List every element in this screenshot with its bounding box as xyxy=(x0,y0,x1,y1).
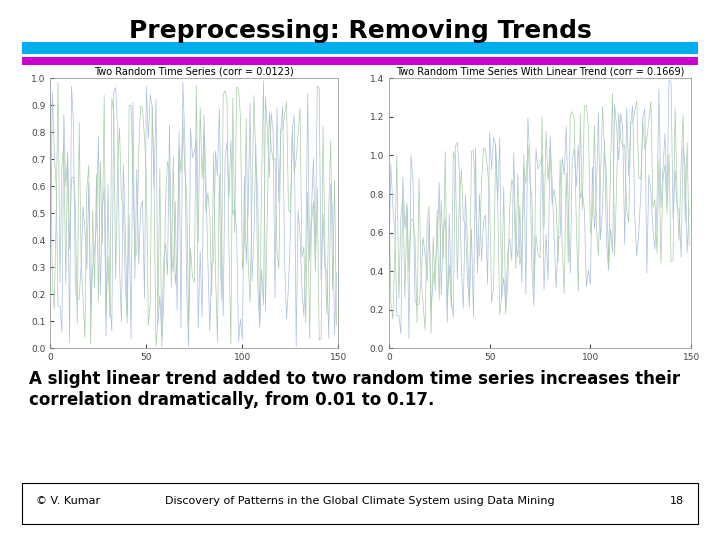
Text: 18: 18 xyxy=(670,496,684,506)
Text: A slight linear trend added to two random time series increases their
correlatio: A slight linear trend added to two rando… xyxy=(29,370,680,409)
Text: Discovery of Patterns in the Global Climate System using Data Mining: Discovery of Patterns in the Global Clim… xyxy=(165,496,555,506)
Text: Preprocessing: Removing Trends: Preprocessing: Removing Trends xyxy=(129,19,591,43)
Title: Two Random Time Series (corr = 0.0123): Two Random Time Series (corr = 0.0123) xyxy=(94,66,294,76)
Title: Two Random Time Series With Linear Trend (corr = 0.1669): Two Random Time Series With Linear Trend… xyxy=(396,66,684,76)
Text: © V. Kumar: © V. Kumar xyxy=(36,496,100,506)
